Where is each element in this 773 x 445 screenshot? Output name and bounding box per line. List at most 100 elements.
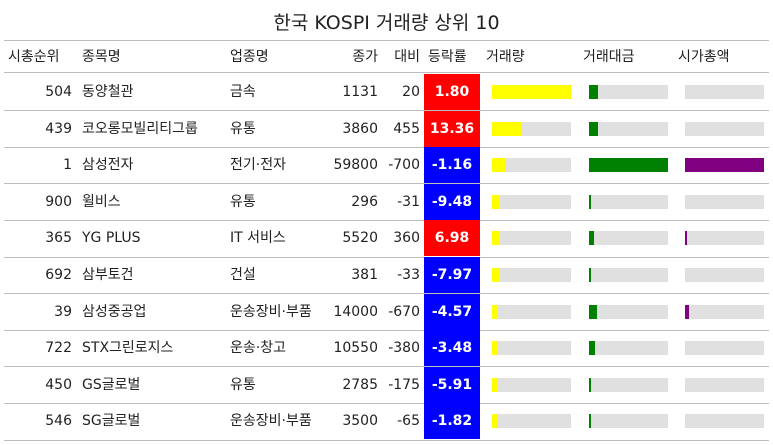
- amount-bar: [589, 231, 594, 246]
- rank-cell: 900: [45, 193, 72, 210]
- rate-cell: -1.16: [424, 147, 480, 184]
- row-rule: [4, 293, 769, 295]
- rate-cell: -1.82: [424, 403, 480, 440]
- price-cell: 5520: [342, 230, 378, 247]
- volume-track: [492, 341, 571, 356]
- rate-cell: 13.36: [424, 110, 480, 147]
- change-cell: -31: [397, 193, 420, 210]
- mcap-track: [685, 85, 764, 99]
- mcap-track: [685, 304, 764, 319]
- rate-cell: 6.98: [424, 220, 480, 257]
- volume-bar: [492, 268, 500, 282]
- amount-bar: [589, 158, 668, 173]
- amount-track: [589, 194, 668, 209]
- table-row: 546 SG글로벌 운송장비·부품 3500 -65 -1.82: [0, 403, 773, 440]
- price-cell: 3500: [342, 413, 378, 430]
- rank-cell: 439: [45, 120, 72, 137]
- change-cell: -33: [397, 267, 420, 283]
- sector-cell: 운송장비·부품: [230, 303, 312, 320]
- amount-track: [589, 377, 668, 392]
- volume-track: [492, 377, 571, 392]
- header-amount: 거래대금: [583, 49, 635, 65]
- amount-bar: [589, 377, 592, 392]
- rank-cell: 1: [63, 157, 72, 174]
- amount-track: [589, 304, 668, 319]
- table-row: 504 동양철관 금속 1131 20 1.80: [0, 74, 773, 110]
- table-row: 39 삼성중공업 운송장비·부품 14000 -670 -4.57: [0, 293, 773, 330]
- change-cell: -700: [388, 157, 420, 174]
- header-change: 대비: [394, 49, 420, 65]
- volume-bar: [492, 377, 498, 392]
- rate-cell: -9.48: [424, 183, 480, 220]
- sector-cell: 운송장비·부품: [230, 413, 312, 430]
- sector-cell: 금속: [230, 84, 256, 100]
- mcap-track: [685, 194, 764, 209]
- volume-track: [492, 414, 571, 429]
- amount-bar: [589, 121, 599, 136]
- sector-cell: 유통: [230, 376, 256, 393]
- table-row: 450 GS글로벌 유통 2785 -175 -5.91: [0, 366, 773, 403]
- change-cell: -380: [388, 340, 420, 357]
- amount-bar: [589, 85, 599, 99]
- change-cell: -65: [397, 413, 420, 430]
- rate-cell: 1.80: [424, 74, 480, 110]
- volume-bar: [492, 158, 506, 173]
- name-cell: 삼성중공업: [82, 303, 147, 320]
- volume-track: [492, 268, 571, 282]
- price-cell: 296: [351, 193, 378, 210]
- price-cell: 59800: [333, 157, 378, 174]
- table-row: 722 STX그린로지스 운송·창고 10550 -380 -3.48: [0, 330, 773, 367]
- header-name: 종목명: [82, 49, 121, 65]
- mcap-track: [685, 158, 764, 173]
- mcap-bar: [685, 304, 689, 319]
- price-cell: 10550: [333, 340, 378, 357]
- price-cell: 2785: [342, 376, 378, 393]
- name-cell: 삼부토건: [82, 267, 134, 283]
- amount-track: [589, 85, 668, 99]
- mcap-track: [685, 121, 764, 136]
- amount-bar: [589, 341, 596, 356]
- price-cell: 381: [351, 267, 378, 283]
- amount-bar: [589, 414, 592, 429]
- mcap-bar: [685, 158, 764, 173]
- rate-cell: -5.91: [424, 366, 480, 403]
- rank-cell: 722: [45, 340, 72, 357]
- name-cell: YG PLUS: [82, 230, 141, 247]
- mcap-bar: [685, 231, 687, 246]
- table-row: 692 삼부토건 건설 381 -33 -7.97: [0, 257, 773, 293]
- header-rule: [4, 72, 769, 73]
- name-cell: SG글로벌: [82, 413, 141, 430]
- volume-bar: [492, 231, 500, 246]
- amount-track: [589, 121, 668, 136]
- name-cell: STX그린로지스: [82, 340, 174, 357]
- mcap-track: [685, 231, 764, 246]
- row-rule: [4, 256, 769, 258]
- row-rule: [4, 366, 769, 368]
- rate-cell: -3.48: [424, 330, 480, 367]
- name-cell: 윌비스: [82, 193, 121, 210]
- name-cell: 삼성전자: [82, 157, 134, 174]
- mcap-track: [685, 414, 764, 429]
- volume-track: [492, 121, 571, 136]
- amount-track: [589, 268, 668, 282]
- volume-bar: [492, 85, 571, 99]
- rank-cell: 504: [45, 84, 72, 100]
- rank-cell: 546: [45, 413, 72, 430]
- rank-cell: 450: [45, 376, 72, 393]
- amount-track: [589, 341, 668, 356]
- header-price: 종가: [352, 49, 378, 65]
- volume-track: [492, 304, 571, 319]
- table-row: 1 삼성전자 전기·전자 59800 -700 -1.16: [0, 147, 773, 184]
- sector-cell: 유통: [230, 120, 256, 137]
- amount-bar: [589, 268, 591, 282]
- top-rule: [4, 40, 769, 41]
- header-volume: 거래량: [486, 49, 525, 65]
- rank-cell: 39: [54, 303, 72, 320]
- name-cell: 동양철관: [82, 84, 134, 100]
- volume-bar: [492, 341, 499, 356]
- price-cell: 3860: [342, 120, 378, 137]
- volume-bar: [492, 304, 499, 319]
- sector-cell: 운송·창고: [230, 340, 286, 357]
- change-cell: -175: [388, 376, 420, 393]
- header-rate: 등락률: [428, 49, 467, 65]
